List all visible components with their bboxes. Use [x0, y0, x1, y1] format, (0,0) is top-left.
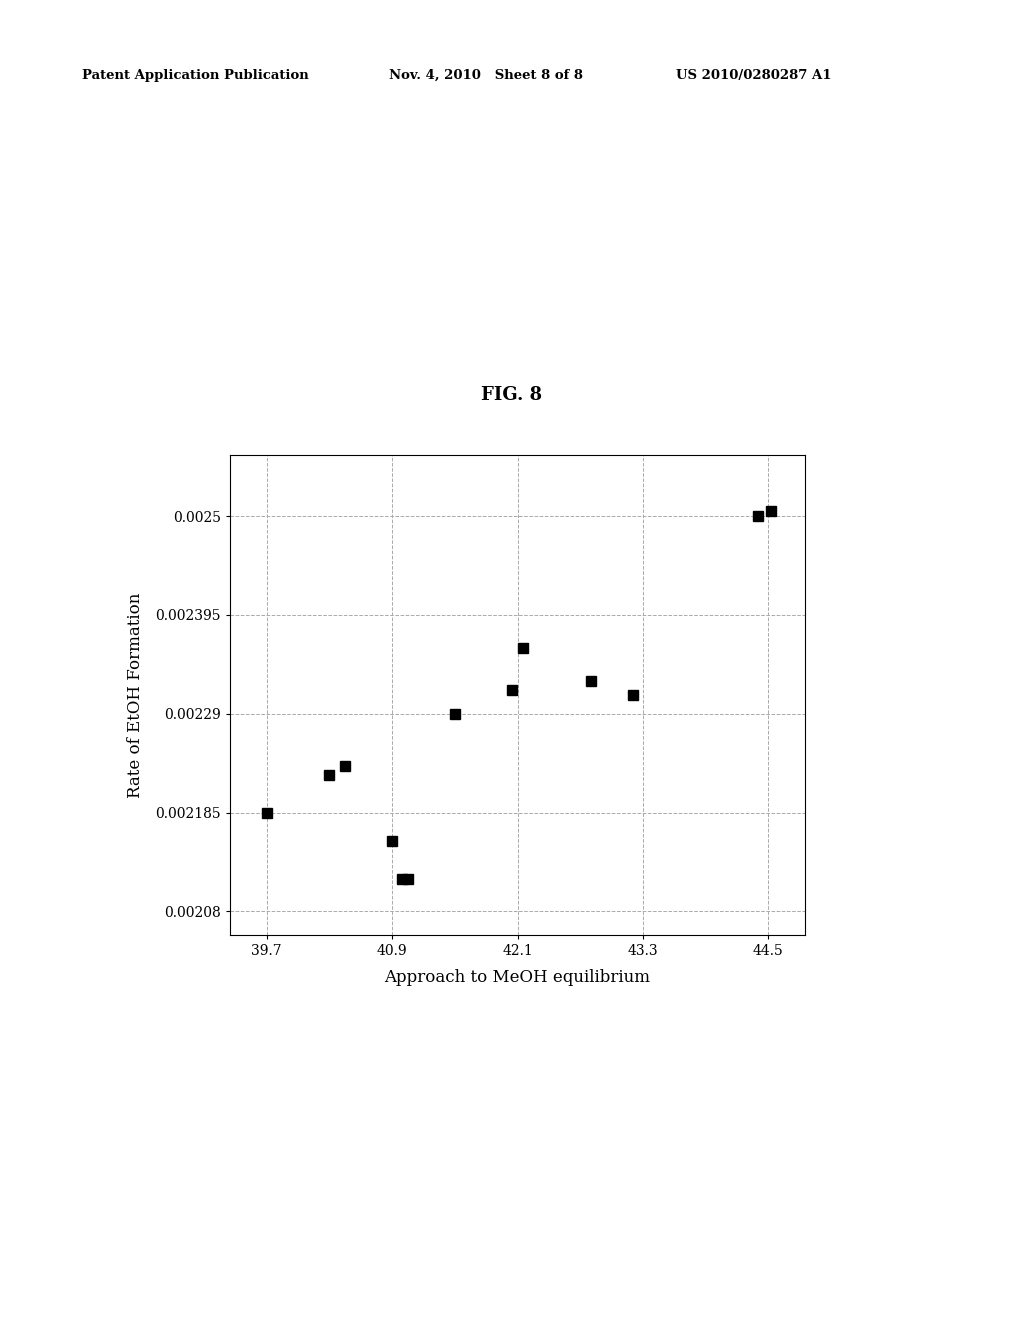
- Text: US 2010/0280287 A1: US 2010/0280287 A1: [676, 69, 831, 82]
- Text: Nov. 4, 2010   Sheet 8 of 8: Nov. 4, 2010 Sheet 8 of 8: [389, 69, 583, 82]
- X-axis label: Approach to MeOH equilibrium: Approach to MeOH equilibrium: [384, 969, 650, 986]
- Text: FIG. 8: FIG. 8: [481, 385, 543, 404]
- Y-axis label: Rate of EtOH Formation: Rate of EtOH Formation: [127, 593, 144, 797]
- Text: Patent Application Publication: Patent Application Publication: [82, 69, 308, 82]
